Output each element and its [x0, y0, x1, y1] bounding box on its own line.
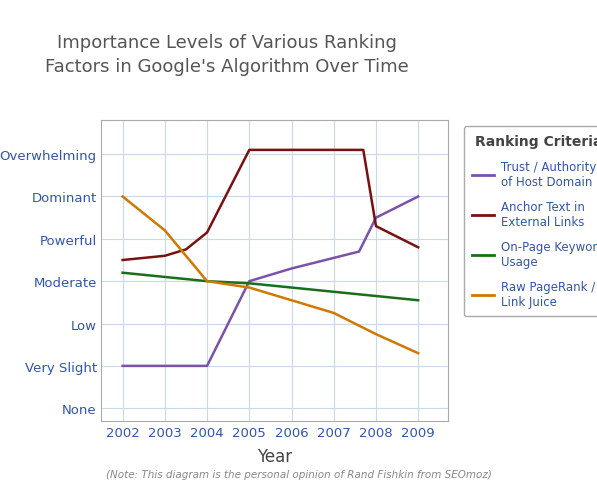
Legend: Trust / Authority
of Host Domain, Anchor Text in
External Links, On-Page Keyword: Trust / Authority of Host Domain, Anchor… [464, 127, 597, 316]
X-axis label: Year: Year [257, 447, 292, 465]
Text: Importance Levels of Various Ranking
Factors in Google's Algorithm Over Time: Importance Levels of Various Ranking Fac… [45, 34, 409, 76]
Text: (Note: This diagram is the personal opinion of Rand Fishkin from SEOmoz): (Note: This diagram is the personal opin… [106, 469, 491, 479]
